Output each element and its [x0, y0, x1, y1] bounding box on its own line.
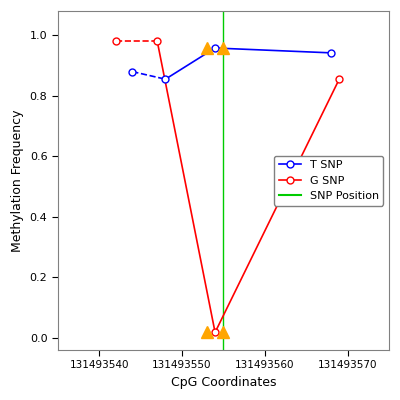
X-axis label: CpG Coordinates: CpG Coordinates	[171, 376, 276, 389]
Legend: T SNP, G SNP, SNP Position: T SNP, G SNP, SNP Position	[274, 156, 383, 206]
Y-axis label: Methylation Frequency: Methylation Frequency	[11, 109, 24, 252]
